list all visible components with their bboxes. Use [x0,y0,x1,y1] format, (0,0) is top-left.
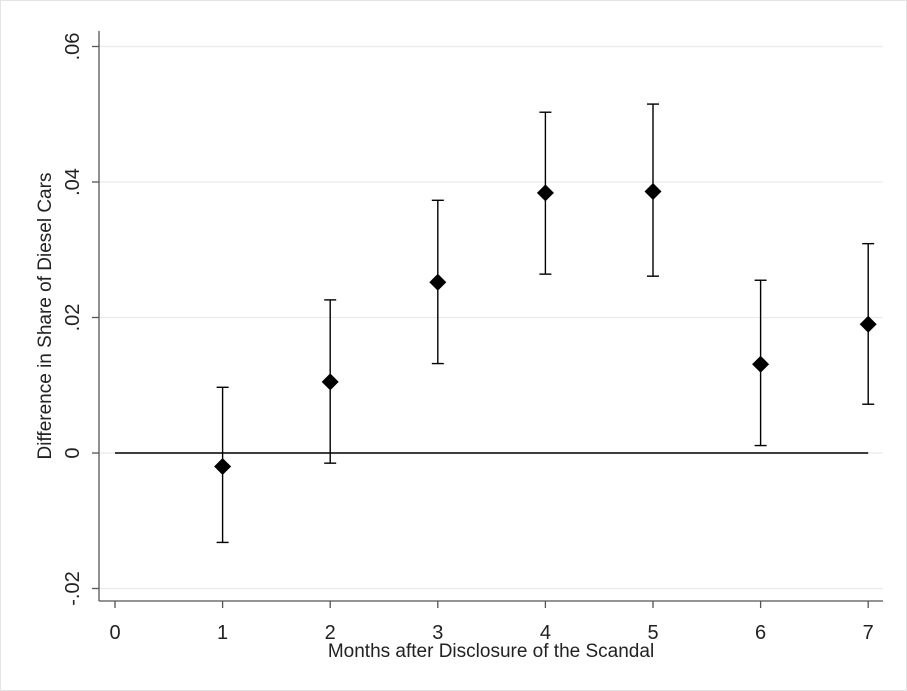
data-point-diamond [321,373,339,391]
y-tick-label: .04 [62,168,84,196]
axes: -.02 0 .02 .04 .06 0 1 2 3 4 5 6 7 [62,31,883,644]
x-tick-label: 3 [432,622,443,644]
x-tick-label: 4 [540,622,551,644]
x-tick-label: 0 [109,622,120,644]
y-tick-label: -.02 [62,571,84,605]
data-point-diamond [752,355,770,373]
y-tick-label: .02 [62,304,84,332]
data-point-diamond [536,184,554,202]
data-point-diamond [429,273,447,291]
y-tick-label: 0 [62,447,84,458]
x-axis-title: Months after Disclosure of the Scandal [328,641,654,662]
x-tick-label: 5 [647,622,658,644]
x-tick-label: 2 [325,622,336,644]
data-point-diamond [859,315,877,333]
data-point-diamond [214,458,232,476]
y-tick-label: .06 [62,33,84,61]
data-point-diamond [644,182,662,200]
y-axis-title: Difference in Share of Diesel Cars [35,173,56,460]
x-tick-label: 1 [217,622,228,644]
data-layer [214,103,877,544]
x-tick-label: 7 [863,622,874,644]
x-tick-label: 6 [755,622,766,644]
gridlines [99,45,883,590]
